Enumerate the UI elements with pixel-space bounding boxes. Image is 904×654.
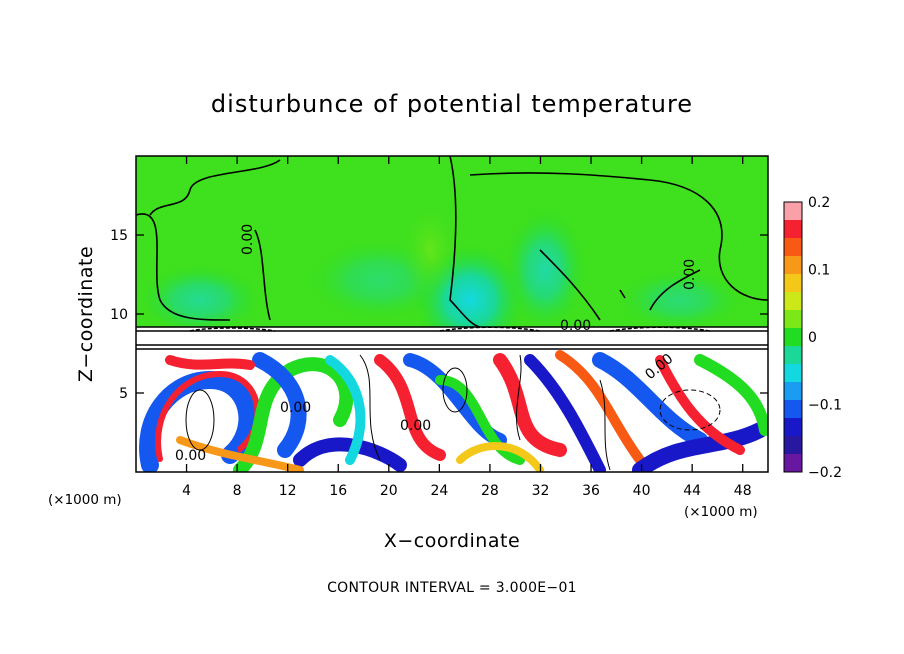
x-tick-label: 16 bbox=[329, 483, 347, 499]
chart-title: disturbunce of potential temperature bbox=[211, 90, 693, 118]
colorbar-swatch bbox=[784, 202, 802, 221]
colorbar-frame bbox=[783, 201, 803, 473]
colorbar-swatch bbox=[784, 328, 802, 347]
contour-label: 0.00 bbox=[682, 259, 698, 290]
x-tick-label: 8 bbox=[233, 483, 242, 499]
y-tick-label: 15 bbox=[110, 228, 128, 244]
colorbar-swatch bbox=[784, 364, 802, 383]
x-axis: 4 8 12 16 20 24 28 32 36 40 44 48 bbox=[182, 156, 752, 499]
field-blob bbox=[505, 210, 585, 330]
x-axis-label: X−coordinate bbox=[384, 530, 520, 552]
y-tick-label: 10 bbox=[110, 307, 128, 323]
x-unit-right: (×1000 m) bbox=[684, 504, 758, 520]
y-axis: 5 10 15 bbox=[110, 228, 768, 402]
band-contours bbox=[136, 326, 768, 350]
colorbar-swatch bbox=[784, 436, 802, 455]
turbulence-swirls bbox=[139, 350, 768, 472]
x-tick-label: 40 bbox=[633, 483, 651, 499]
contour-label: 0.00 bbox=[400, 418, 431, 434]
colorbar-swatch bbox=[784, 220, 802, 239]
y-tick-label: 5 bbox=[119, 386, 128, 402]
colorbar-tick-label: 0.1 bbox=[808, 263, 830, 279]
contour-label: 0.00 bbox=[175, 448, 206, 464]
colorbar-swatch bbox=[784, 310, 802, 329]
colorbar-tick-label: 0 bbox=[808, 330, 817, 346]
x-tick-label: 24 bbox=[430, 483, 448, 499]
contour-label: 0.00 bbox=[280, 400, 311, 416]
contour-lines-lower bbox=[185, 354, 721, 471]
colorbar-tick-label: −0.2 bbox=[808, 465, 842, 481]
colorbar-swatch bbox=[784, 238, 802, 257]
x-tick-label: 20 bbox=[380, 483, 398, 499]
colorbar-swatch bbox=[784, 274, 802, 293]
contour-label: 0.00 bbox=[560, 318, 591, 334]
colorbar-tick-label: 0.2 bbox=[808, 195, 830, 211]
x-unit-left: (×1000 m) bbox=[48, 492, 122, 508]
x-tick-label: 36 bbox=[582, 483, 600, 499]
x-tick-label: 32 bbox=[532, 483, 550, 499]
colorbar-swatch bbox=[784, 400, 802, 419]
field-band bbox=[136, 327, 768, 349]
plot-area: 0.00 0.00 0.00 0.00 0.00 0.00 0.00 bbox=[136, 156, 768, 472]
field-blob bbox=[140, 265, 260, 335]
field-blob bbox=[400, 200, 460, 300]
x-tick-label: 28 bbox=[481, 483, 499, 499]
contour-lines-upper bbox=[136, 156, 768, 328]
y-axis-label: Z−coordinate bbox=[75, 246, 97, 382]
colorbar: 0.2 0.1 0 −0.1 −0.2 bbox=[783, 195, 842, 481]
x-tick-label: 44 bbox=[683, 483, 701, 499]
colorbar-swatch bbox=[784, 256, 802, 275]
field-blob bbox=[620, 270, 740, 330]
colorbar-swatch bbox=[784, 418, 802, 437]
contour-interval-note: CONTOUR INTERVAL = 3.000E−01 bbox=[327, 580, 577, 596]
x-tick-label: 4 bbox=[182, 483, 191, 499]
colorbar-tick-label: −0.1 bbox=[808, 398, 842, 414]
contour-label: 0.00 bbox=[240, 224, 256, 255]
x-tick-label: 12 bbox=[279, 483, 297, 499]
colorbar-swatch bbox=[784, 382, 802, 401]
colorbar-swatch bbox=[784, 454, 802, 473]
colorbar-swatch bbox=[784, 292, 802, 311]
colorbar-swatch bbox=[784, 346, 802, 365]
x-tick-label: 48 bbox=[734, 483, 752, 499]
